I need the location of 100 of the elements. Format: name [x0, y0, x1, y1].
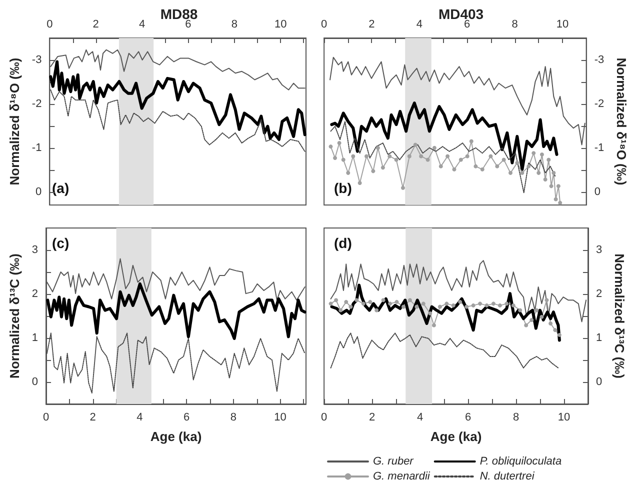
- x-tick-label: 6: [464, 412, 472, 424]
- x-tick-label: 0: [42, 412, 50, 424]
- x-tick-label: 0: [320, 412, 328, 424]
- x-tick-label: 4: [416, 18, 422, 30]
- point: [428, 311, 432, 316]
- point: [540, 314, 544, 319]
- point: [444, 302, 449, 306]
- point: [452, 167, 456, 172]
- point: [394, 158, 398, 162]
- x-tick-label: 2: [368, 18, 375, 30]
- x-tick-label: 8: [231, 18, 238, 30]
- point: [341, 158, 346, 162]
- point: [543, 178, 548, 182]
- point: [381, 298, 386, 302]
- point: [502, 158, 506, 162]
- x-tick-label: 0: [46, 18, 53, 30]
- annotation: (d): [334, 235, 352, 251]
- point: [558, 200, 562, 205]
- point: [518, 308, 522, 312]
- point: [338, 308, 343, 312]
- line-series: [49, 60, 306, 142]
- point: [474, 164, 478, 168]
- x-tick-label: 2: [90, 412, 96, 424]
- legend-label: G. ruber: [373, 456, 415, 468]
- y-tick-label: 3: [596, 244, 602, 256]
- point: [488, 154, 493, 158]
- y-tick-label: -1: [594, 142, 604, 154]
- y-tick-label: 2: [32, 288, 38, 300]
- y-tick-label: 0: [594, 186, 600, 198]
- y-tick-label: -3: [594, 54, 604, 66]
- y-tick-label: -3: [32, 54, 42, 66]
- y-tick-label: 0: [36, 186, 42, 198]
- point: [368, 300, 372, 304]
- y-tick-label: -2: [32, 98, 42, 110]
- y-tick-label: -1: [32, 142, 42, 154]
- x-tick-label: 4: [138, 18, 146, 30]
- point: [469, 139, 474, 144]
- x-tick-label: 8: [512, 18, 518, 30]
- point: [401, 304, 406, 309]
- x-tick-label: 10: [274, 18, 287, 30]
- x-tick-label: 6: [185, 18, 192, 30]
- line-series: [46, 282, 306, 340]
- y-tick-label: -2: [594, 98, 604, 110]
- point: [421, 302, 426, 306]
- point: [328, 302, 333, 306]
- legend-label: N. dutertrei: [480, 470, 535, 482]
- point: [358, 181, 362, 186]
- point: [413, 142, 418, 147]
- point: [465, 154, 470, 158]
- point: [388, 154, 392, 158]
- point: [374, 308, 379, 312]
- point: [337, 141, 342, 146]
- y-axis-title: Normalized δ¹³C (‰): [612, 254, 628, 378]
- x-tick-label: 4: [416, 412, 424, 424]
- point: [408, 298, 412, 302]
- y-axis-title: Normalized δ¹³C (‰): [7, 254, 22, 378]
- x-tick-label: 10: [558, 412, 570, 424]
- x-axis-title: Age (ka): [430, 429, 482, 444]
- line-series: [330, 102, 558, 171]
- x-axis-title: Age (ka): [150, 429, 202, 444]
- point: [354, 298, 359, 302]
- point: [344, 300, 348, 304]
- point: [371, 169, 376, 174]
- point: [419, 154, 424, 158]
- x-tick-label: 2: [368, 412, 376, 424]
- annotation: (b): [334, 180, 352, 196]
- point: [351, 154, 356, 158]
- point: [495, 164, 500, 168]
- line-series: [50, 89, 306, 152]
- x-tick-label: 6: [183, 412, 190, 424]
- x-tick-label: 4: [136, 412, 143, 424]
- y-tick-label: 0: [596, 376, 602, 388]
- y-tick-label: 0: [32, 376, 38, 388]
- point: [552, 170, 556, 175]
- point: [394, 300, 399, 304]
- point: [380, 166, 385, 170]
- y-tick-label: 2: [596, 288, 602, 300]
- point: [554, 197, 558, 202]
- point: [407, 154, 412, 158]
- point: [548, 321, 553, 326]
- point: [346, 170, 350, 175]
- point: [334, 298, 338, 302]
- x-tick-label: 10: [274, 412, 286, 424]
- line-series: [330, 284, 561, 342]
- point: [498, 303, 502, 308]
- point: [557, 332, 562, 337]
- point: [549, 184, 554, 188]
- point: [532, 151, 536, 156]
- x-tick-label: 6: [464, 18, 470, 30]
- point: [426, 158, 430, 162]
- point: [328, 144, 333, 149]
- point: [361, 302, 366, 306]
- x-tick-label: 8: [512, 412, 520, 424]
- y-tick-label: 3: [32, 244, 38, 256]
- point: [432, 146, 436, 150]
- point: [400, 186, 405, 190]
- point: [438, 304, 442, 309]
- point: [540, 152, 544, 156]
- line-series: [330, 332, 559, 368]
- point: [520, 170, 524, 175]
